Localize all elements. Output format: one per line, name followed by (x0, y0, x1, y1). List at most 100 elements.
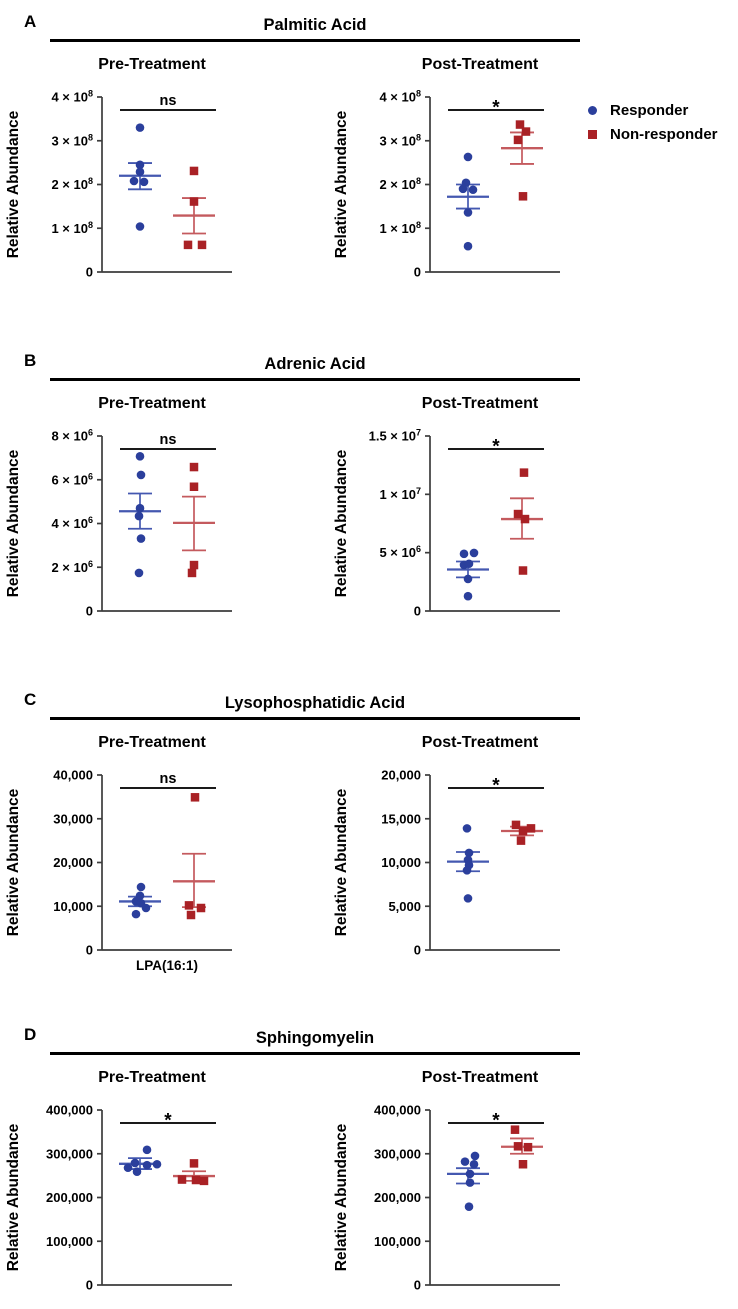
legend-label-non-responder: Non-responder (610, 125, 718, 143)
y-axis-label: Relative Abundance (333, 449, 350, 597)
y-tick-label: 30,000 (53, 811, 93, 826)
non-responder-point (183, 240, 193, 250)
non-responder-point (199, 1176, 209, 1186)
non-responder-point (187, 568, 197, 578)
non-responder-point (511, 820, 521, 830)
y-tick-label: 0 (86, 1278, 93, 1293)
y-tick-label: 2 × 108 (379, 176, 421, 192)
responder-point (136, 470, 146, 480)
panel-d: D Sphingomyelin Pre-Treatment Relative A… (0, 1019, 738, 1309)
legend-label-responder: Responder (610, 101, 689, 119)
scatter-chart: Relative Abundance 0 1 × 108 2 × 108 3 × 108… (5, 89, 232, 280)
subplot-title: Post-Treatment (421, 1069, 539, 1086)
panel-rule-divider (50, 717, 580, 720)
y-tick-label: 1 × 107 (379, 486, 421, 502)
y-tick-label: 400,000 (46, 1103, 93, 1118)
responder-point (123, 1163, 133, 1173)
responder-marker-icon (588, 105, 597, 115)
non-responder-point (189, 197, 199, 206)
y-tick-label: 0 (414, 265, 421, 280)
subplot-pre-treatment: Pre-Treatment Relative Abundance 0 10,000 2… (2, 735, 302, 990)
significance-label: ns (160, 432, 177, 448)
responder-point (136, 882, 146, 892)
non-responder-point (523, 1142, 533, 1152)
subplot-title: Pre-Treatment (98, 1069, 206, 1086)
responder-point (129, 176, 139, 186)
legend-item-non-responder: Non-responder (588, 123, 718, 145)
y-tick-label: 1.5 × 107 (369, 428, 421, 444)
y-axis-label: Relative Abundance (333, 788, 350, 936)
y-tick-label: 5,000 (388, 899, 421, 914)
responder-point (460, 1157, 470, 1166)
responder-point (463, 574, 473, 584)
non-responder-point (189, 1159, 199, 1168)
non-responder-point (184, 901, 194, 910)
subplot-post-treatment: Post-Treatment Relative Abundance 0 1 × 10… (330, 56, 630, 312)
non-responder-point (186, 910, 196, 920)
non-responder-point (519, 468, 529, 477)
y-tick-label: 0 (86, 265, 93, 280)
responder-point (462, 824, 472, 833)
y-tick-label: 100,000 (374, 1234, 421, 1249)
y-tick-label: 0 (86, 943, 93, 958)
legend-item-responder: Responder (588, 99, 718, 121)
scatter-chart: Relative Abundance 0 10,000 20,000 30,000 40,… (5, 768, 232, 973)
non-responder-point (518, 192, 528, 201)
y-tick-label: 1 × 108 (379, 220, 421, 236)
subplot-pre-treatment: Pre-Treatment Relative Abundance 0 1 × 108… (2, 56, 302, 312)
responder-point (470, 1151, 480, 1161)
subplot-title: Post-Treatment (421, 56, 539, 73)
subplot-pre-treatment: Pre-Treatment Relative Abundance 0 100,000… (2, 1069, 302, 1309)
panel-letter: C (24, 690, 37, 709)
y-tick-label: 300,000 (374, 1146, 421, 1161)
y-tick-label: 10,000 (381, 855, 421, 870)
responder-point (463, 894, 473, 903)
responder-point (134, 568, 144, 578)
responder-point (465, 1178, 475, 1187)
non-responder-point (196, 903, 206, 913)
responder-point (131, 909, 141, 919)
non-responder-point (191, 1175, 201, 1185)
responder-point (135, 123, 145, 132)
y-tick-label: 200,000 (46, 1190, 93, 1205)
subplot-post-treatment: Post-Treatment Relative Abundance 0 5 × 10… (330, 396, 630, 651)
legend: Responder Non-responder (588, 99, 718, 147)
responder-point (152, 1159, 162, 1169)
non-responder-point (177, 1175, 187, 1184)
y-axis-label: Relative Abundance (5, 110, 22, 258)
y-tick-label: 1 × 108 (51, 220, 93, 236)
scatter-chart: Relative Abundance 0 2 × 106 4 × 106 6 × 106… (5, 428, 232, 619)
panel-title: Sphingomyelin (255, 1029, 375, 1047)
responder-point (459, 549, 469, 559)
y-tick-label: 20,000 (53, 855, 93, 870)
responder-point (134, 511, 144, 521)
responder-point (463, 152, 473, 162)
non-responder-point (518, 826, 528, 836)
y-tick-label: 2 × 108 (51, 176, 93, 192)
subplot-title: Pre-Treatment (98, 56, 206, 73)
significance-label: ns (160, 771, 177, 787)
responder-point (135, 167, 145, 177)
responder-point (130, 1158, 140, 1168)
non-responder-point (513, 135, 523, 145)
panel-b: B Adrenic Acid Pre-Treatment Relative Ab… (0, 345, 738, 685)
scatter-chart: Relative Abundance 0 5 × 106 1 × 107 1.5 × 1… (333, 428, 560, 619)
significance-label: ns (160, 93, 177, 109)
responder-point (135, 160, 145, 170)
y-tick-label: 15,000 (381, 811, 421, 826)
responder-point (136, 534, 146, 543)
panel-rule-divider (50, 39, 580, 42)
responder-point (462, 866, 472, 875)
non-responder-point (518, 566, 528, 575)
y-tick-label: 5 × 106 (379, 544, 421, 560)
responder-point (469, 548, 479, 558)
responder-point (469, 1159, 479, 1169)
scatter-chart: Relative Abundance 0 5,000 10,000 15,000 20,0… (333, 768, 560, 958)
non-responder-point (510, 1125, 520, 1134)
panel-letter: D (24, 1025, 37, 1044)
scatter-chart: Relative Abundance 0 1 × 108 2 × 108 3 × 108… (333, 89, 560, 280)
non-responder-point (521, 127, 531, 136)
panel-rule-divider (50, 378, 580, 381)
scatter-chart: Relative Abundance 0 100,000 200,000 300,000… (5, 1103, 232, 1293)
subplot-pre-treatment: Pre-Treatment Relative Abundance 0 2 × 106… (2, 396, 302, 651)
